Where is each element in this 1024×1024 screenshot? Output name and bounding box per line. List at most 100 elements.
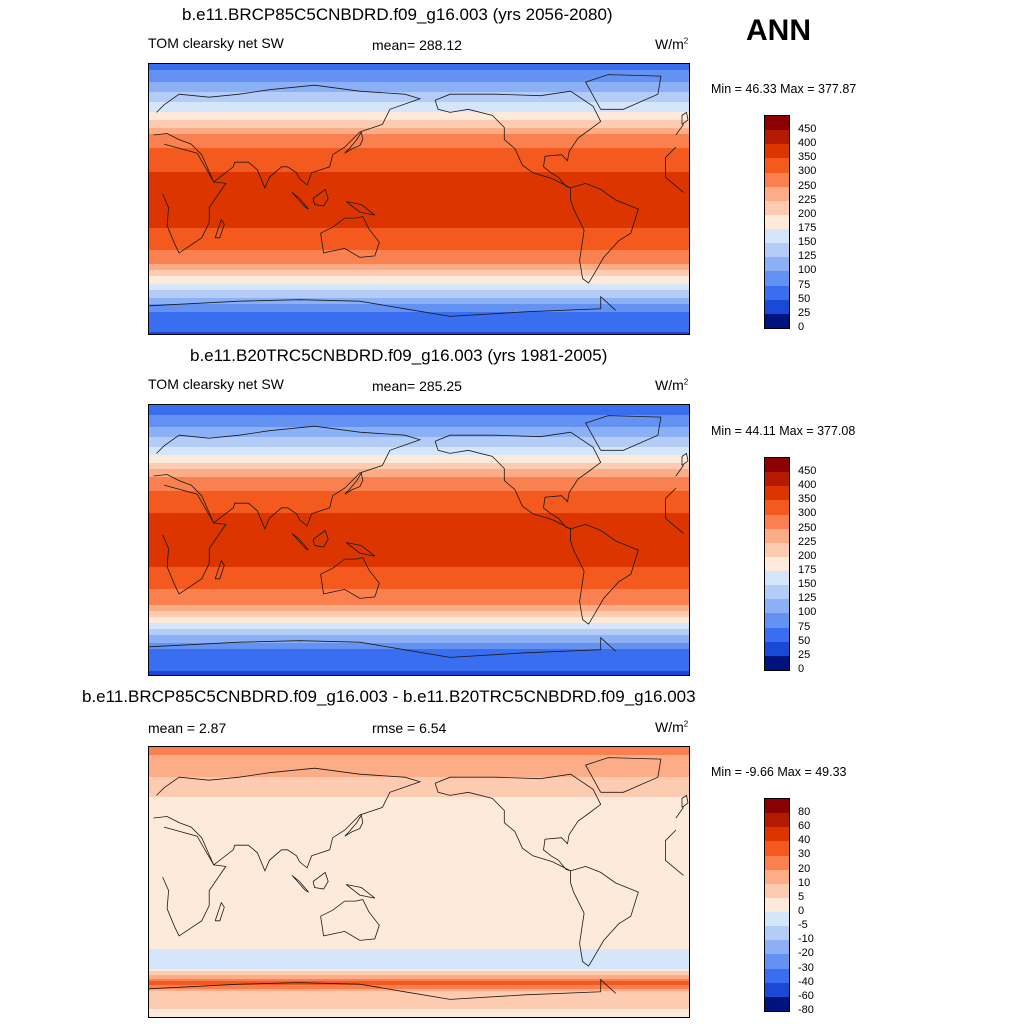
map-band [149,853,689,856]
map-band [149,236,689,239]
panel2-units: W/m2 [655,377,689,393]
map-band [149,443,689,446]
colorbar-segment [765,585,789,600]
map-band [149,461,689,464]
map-band [149,769,689,772]
map-band [149,849,689,852]
map-band [149,585,689,588]
map-band [149,803,689,806]
map-band [149,463,689,466]
map-band [149,457,689,460]
colorbar-segment [765,144,789,159]
map-band [149,645,689,648]
map-band [149,857,689,860]
map-band [149,639,689,642]
map-band [149,278,689,281]
map-band [149,451,689,454]
colorbar-segment [765,542,789,557]
map-band [149,84,689,87]
map-band [149,483,689,486]
map-band [149,807,689,810]
map-band [149,230,689,233]
map-band [149,607,689,610]
map-band [149,82,689,85]
map-band [149,837,689,840]
panel1-variable: TOM clearsky net SW [148,35,284,51]
map-band [149,270,689,273]
map-band [149,330,689,333]
map-band [149,991,689,994]
coastline [312,529,329,548]
map-band [149,132,689,135]
colorbar-segment [765,897,789,912]
map-band [149,318,689,321]
map-band [149,631,689,634]
map-band [149,543,689,546]
map-band [149,539,689,542]
map-band [149,118,689,121]
map-band [149,599,689,602]
map-band [149,72,689,75]
coastline [434,90,602,189]
colorbar-segment [765,655,789,670]
map-band [149,533,689,536]
colorbar-segment [765,285,789,300]
map-band [149,80,689,83]
map-band [149,913,689,916]
colorbar-tick-label: -20 [798,947,814,960]
coastline [570,865,639,967]
map-band [149,637,689,640]
colorbar-segment [765,313,789,328]
map-band [149,587,689,590]
map-band [149,907,689,910]
map-band [149,905,689,908]
map-band [149,1015,689,1017]
map-band [149,471,689,474]
map-band [149,246,689,249]
map-band [149,324,689,327]
map-band [149,757,689,760]
map-band [149,961,689,964]
colorbar-segment [765,472,789,487]
map-band [149,66,689,69]
map-band [149,555,689,558]
map-band [149,465,689,468]
map-band [149,150,689,153]
map-band [149,453,689,456]
map-band [149,316,689,319]
colorbar-tick-label: 250 [798,179,817,192]
map-band [149,999,689,1002]
map-band [149,795,689,798]
map-band [149,182,689,185]
colorbar-tick-label: 250 [798,521,817,534]
map-band [149,487,689,490]
map-band [149,166,689,169]
colorbar-segment [765,813,789,828]
map-band [149,617,689,620]
coastline [344,471,364,495]
colorbar-segment [765,841,789,856]
map-band [149,627,689,630]
map-band [149,266,689,269]
map-band [149,1005,689,1008]
map-band [149,597,689,600]
map-band [149,925,689,928]
map-band [149,162,689,165]
coastline [149,978,616,1000]
colorbar-segment [765,257,789,272]
panel3-rmse: rmse = 6.54 [372,720,447,736]
map-band [149,90,689,93]
map-band [149,284,689,287]
colorbar-segment [765,158,789,173]
map-band [149,276,689,279]
map-band [149,647,689,650]
map-band [149,967,689,970]
map-band [149,593,689,596]
map-band [149,529,689,532]
map-band [149,417,689,420]
map-band [149,481,689,484]
map-band [149,937,689,940]
map-band [149,535,689,538]
map-band [149,797,689,800]
map-band [149,893,689,896]
